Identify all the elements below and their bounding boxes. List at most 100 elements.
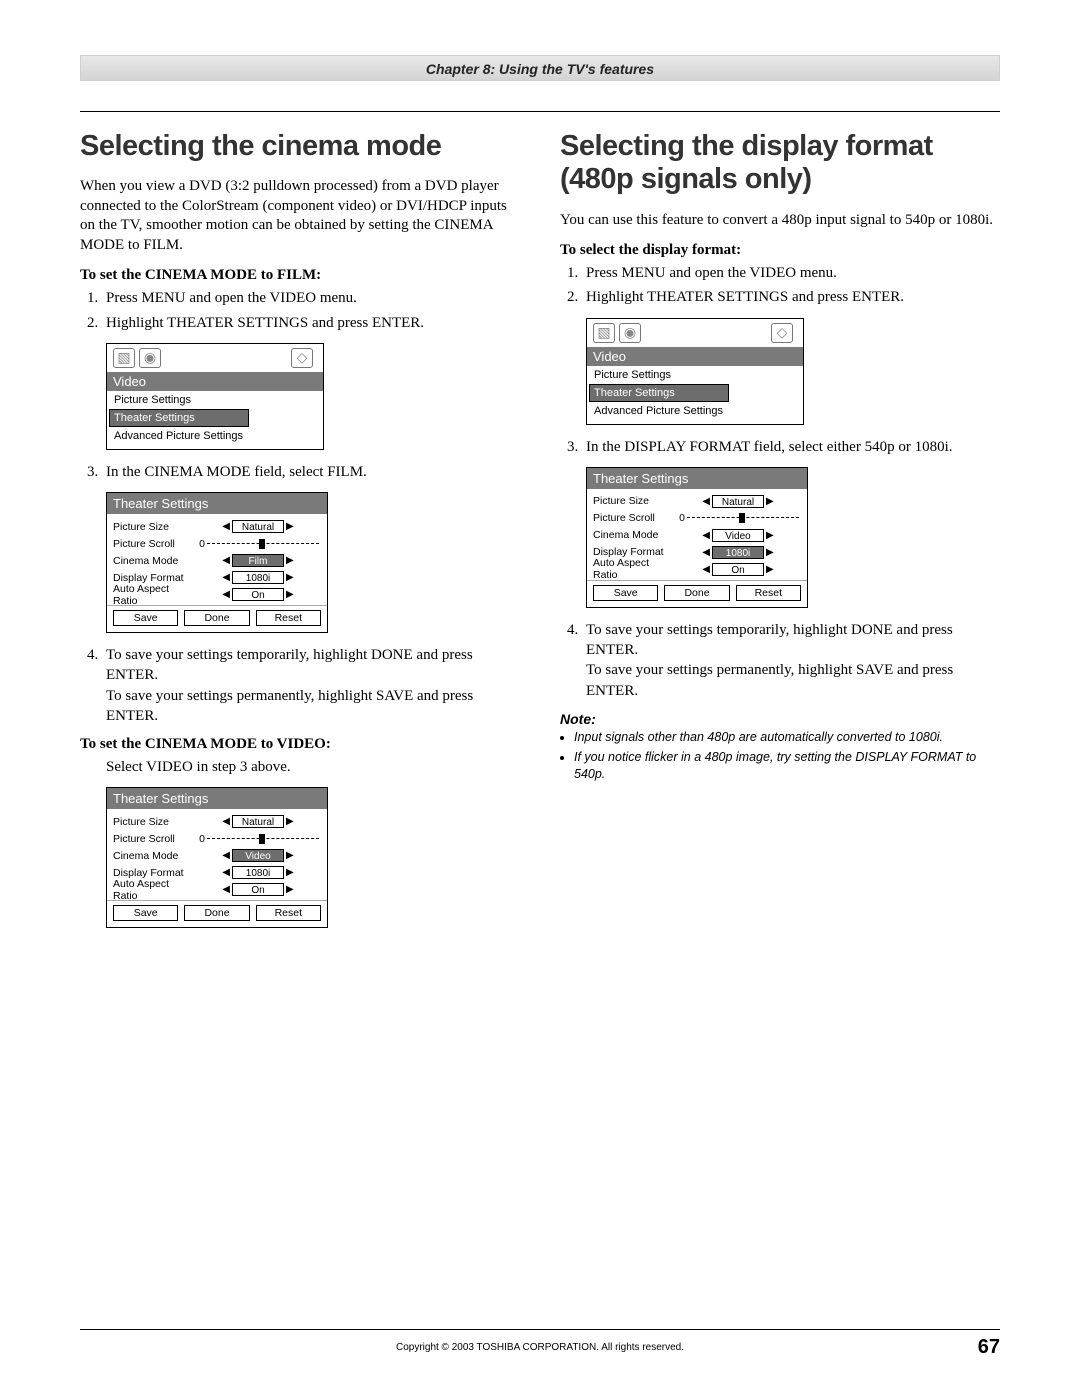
dialog-title: Theater Settings [107,493,327,514]
menu-icon-row: ▧◉◇ [587,319,803,347]
value-control: ◀Natural▶ [675,495,801,508]
dialog-button: Save [113,610,178,626]
row-value: On [232,588,284,601]
settings-row: Picture Scroll0 [113,535,321,552]
procedure-heading: To set the CINEMA MODE to VIDEO: [80,736,520,753]
settings-rows: Picture Size◀Natural▶Picture Scroll0Cine… [107,514,327,605]
left-arrow-icon: ◀ [222,867,230,878]
value-control: ◀On▶ [675,563,801,576]
settings-rows: Picture Size◀Natural▶Picture Scroll0Cine… [587,489,807,580]
dialog-title: Theater Settings [107,788,327,809]
right-arrow-icon: ▶ [286,521,294,532]
right-arrow-icon: ▶ [286,867,294,878]
slider-control [205,540,321,548]
procedure-body: Select VIDEO in step 3 above. [106,757,520,777]
dialog-title: Theater Settings [587,468,807,489]
settings-row: Cinema Mode◀Video▶ [113,847,321,864]
menu-item: Theater Settings [109,409,249,427]
settings-row: Auto Aspect Ratio◀On▶ [593,561,801,578]
right-arrow-icon: ▶ [766,530,774,541]
slider-track [207,540,319,548]
step: Press MENU and open the VIDEO menu. [582,263,1000,283]
steps-list: To save your settings temporarily, highl… [80,645,520,726]
value-control: ◀On▶ [195,883,321,896]
dialog-button: Done [184,610,249,626]
row-value: Video [712,529,764,542]
theater-settings-figure: Theater SettingsPicture Size◀Natural▶Pic… [586,467,1000,608]
row-value: 1080i [712,546,764,559]
value-control: ◀1080i▶ [195,866,321,879]
theater-settings-box: Theater SettingsPicture Size◀Natural▶Pic… [586,467,808,608]
steps-list: Press MENU and open the VIDEO menu. High… [560,263,1000,308]
row-label: Picture Size [593,495,675,507]
dialog-button: Reset [736,585,801,601]
step-text: To save your settings permanently, highl… [106,688,473,724]
right-arrow-icon: ▶ [766,547,774,558]
step: Highlight THEATER SETTINGS and press ENT… [102,313,520,333]
top-rule [80,111,1000,112]
row-value: Natural [232,520,284,533]
dialog-button: Save [593,585,658,601]
row-value: Natural [712,495,764,508]
row-label: Picture Scroll [113,833,195,845]
slider-grip [259,834,265,844]
step-text: To save your settings temporarily, highl… [586,622,953,658]
right-arrow-icon: ▶ [766,564,774,575]
dialog-button: Reset [256,610,321,626]
row-value: 1080i [232,571,284,584]
right-arrow-icon: ▶ [286,589,294,600]
row-label: Cinema Mode [593,529,675,541]
notes-list: Input signals other than 480p are automa… [560,729,1000,783]
steps-list: To save your settings temporarily, highl… [560,620,1000,701]
value-control: ◀1080i▶ [675,546,801,559]
video-menu-box: ▧◉◇VideoPicture SettingsTheater Settings… [106,343,324,450]
step-text: To save your settings temporarily, highl… [106,647,473,683]
page-footer: Copyright © 2003 TOSHIBA CORPORATION. Al… [80,1329,1000,1359]
right-arrow-icon: ▶ [286,555,294,566]
step: Press MENU and open the VIDEO menu. [102,288,520,308]
note-item: If you notice flicker in a 480p image, t… [574,749,1000,783]
menu-items: Picture SettingsTheater SettingsAdvanced… [107,391,323,449]
settings-row: Picture Size ◀Natural▶ [113,518,321,535]
left-arrow-icon: ◀ [222,521,230,532]
value-control: ◀1080i▶ [195,571,321,584]
row-value: 1080i [232,866,284,879]
value-control: ◀Film▶ [195,554,321,567]
button-row: Save Done Reset [107,605,327,632]
row-label: Auto Aspect Ratio [113,583,195,607]
row-label: Picture Size [113,521,195,533]
right-column: Selecting the display format (480p signa… [560,122,1000,940]
dialog-button: Save [113,905,178,921]
row-value: On [232,883,284,896]
chapter-header: Chapter 8: Using the TV's features [80,55,1000,81]
settings-icon: ◇ [291,348,313,368]
value-control: ◀Video▶ [675,529,801,542]
right-arrow-icon: ▶ [286,816,294,827]
menu-item: Picture Settings [109,391,249,409]
settings-row: Auto Aspect Ratio◀On▶ [113,881,321,898]
button-row: SaveDoneReset [107,900,327,927]
copyright-text: Copyright © 2003 TOSHIBA CORPORATION. Al… [120,1342,960,1353]
settings-row: Picture Size◀Natural▶ [113,813,321,830]
step: To save your settings temporarily, highl… [582,620,1000,701]
value-control: ◀On▶ [195,588,321,601]
row-label: Cinema Mode [113,850,195,862]
right-arrow-icon: ▶ [766,496,774,507]
step: In the DISPLAY FORMAT field, select eith… [582,437,1000,457]
intro-paragraph: You can use this feature to convert a 48… [560,211,1000,231]
left-arrow-icon: ◀ [222,589,230,600]
row-label: Picture Scroll [113,538,195,550]
picture-icon: ▧ [113,348,135,368]
settings-rows: Picture Size◀Natural▶Picture Scroll0Cine… [107,809,327,900]
left-arrow-icon: ◀ [222,555,230,566]
menu-icon-row: ▧◉◇ [107,344,323,372]
picture-icon: ▧ [593,323,615,343]
button-row: SaveDoneReset [587,580,807,607]
menu-item: Picture Settings [589,366,729,384]
right-arrow-icon: ▶ [286,884,294,895]
row-value: On [712,563,764,576]
theater-settings-box: Theater Settings Picture Size◀Natural▶ Pic… [106,787,328,928]
left-arrow-icon: ◀ [222,816,230,827]
row-value: Natural [232,815,284,828]
procedure-heading: To select the display format: [560,242,1000,259]
